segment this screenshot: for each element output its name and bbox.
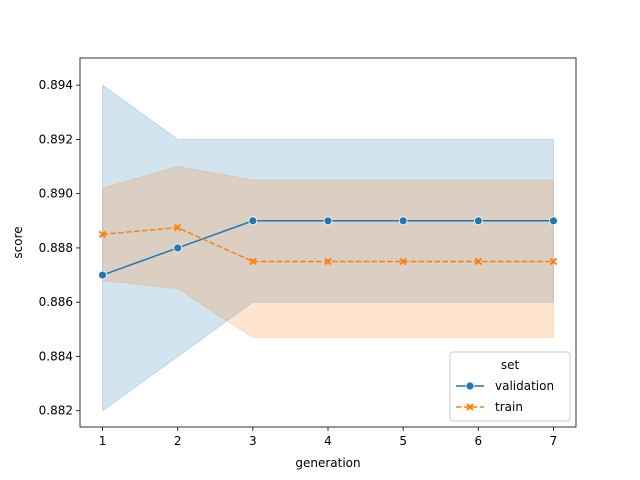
confidence-bands [102, 84, 554, 412]
x-tick-label-1: 1 [99, 434, 107, 448]
point-train-7 [549, 257, 558, 266]
point-train-2 [173, 223, 182, 232]
x-tick-label-5: 5 [399, 434, 407, 448]
legend-entries: validation train [456, 379, 554, 414]
y-tick-label-0.884: 0.884 [39, 349, 73, 363]
x-tick-label-2: 2 [174, 434, 182, 448]
point-train-1-cross [98, 230, 107, 239]
y-tick-label-0.882: 0.882 [39, 404, 73, 418]
legend-marker-train [466, 403, 474, 411]
band-validation [102, 84, 554, 412]
point-validation-1 [98, 270, 107, 280]
x-tick-label-4: 4 [324, 434, 332, 448]
point-train-5 [399, 257, 407, 266]
x-axis-label: generation [295, 456, 360, 470]
point-validation-2 [173, 243, 183, 253]
point-train-4 [324, 257, 332, 266]
legend-label-train: train [495, 400, 523, 414]
legend-label-validation: validation [495, 379, 554, 393]
point-validation-4 [323, 216, 333, 226]
x-tick-label-7: 7 [550, 434, 558, 448]
point-train-3-cross [249, 257, 257, 266]
y-tick-label-0.886: 0.886 [39, 295, 73, 309]
point-train-4-cross [324, 257, 332, 266]
x-tick-label-6: 6 [474, 434, 482, 448]
point-train-6 [474, 257, 483, 266]
band-train [102, 166, 554, 338]
y-tick-label-0.894: 0.894 [39, 78, 73, 92]
series-markers [98, 216, 558, 280]
y-axis-label: score [11, 226, 25, 258]
point-train-2-cross [173, 223, 182, 232]
y-tick-label-0.888: 0.888 [39, 241, 73, 255]
point-train-1 [98, 230, 107, 239]
x-tick-label-3: 3 [249, 434, 257, 448]
legend-title: set [501, 358, 520, 372]
y-axis-ticks: 0.882 0.884 0.886 0.888 0.890 0.892 0.894 [39, 78, 80, 418]
point-validation-7 [549, 216, 558, 226]
x-axis-ticks: 1 2 3 4 5 6 7 [99, 427, 558, 448]
point-train-7-cross [549, 257, 558, 266]
legend-marker-validation [465, 381, 475, 391]
y-tick-label-0.89: 0.890 [39, 187, 73, 201]
y-tick-label-0.892: 0.892 [39, 132, 73, 146]
point-validation-3 [248, 216, 258, 226]
legend: set validation train [449, 351, 571, 422]
point-train-6-cross [474, 257, 483, 266]
point-validation-5 [398, 216, 408, 226]
legend-box [449, 351, 571, 422]
point-train-5-cross [399, 257, 407, 266]
point-train-3 [249, 257, 257, 266]
point-validation-6 [473, 216, 483, 226]
legend-marker-train-cross [466, 403, 474, 411]
